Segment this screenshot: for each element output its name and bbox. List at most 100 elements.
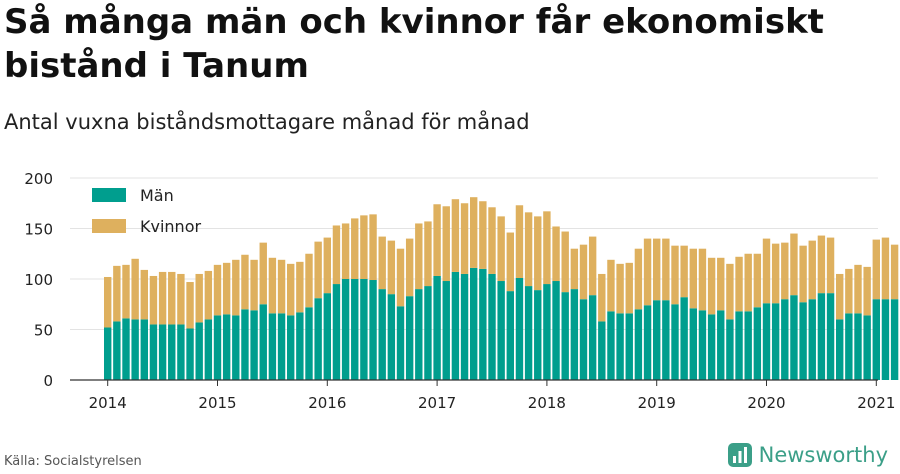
bar-men bbox=[579, 299, 588, 380]
bar-women bbox=[296, 261, 304, 313]
bar-women bbox=[287, 263, 295, 316]
bar-women bbox=[698, 248, 707, 311]
bar-men bbox=[259, 304, 267, 380]
bar-women bbox=[341, 223, 350, 279]
bar-women bbox=[277, 259, 286, 314]
bar-women bbox=[506, 232, 514, 292]
bar-men bbox=[287, 315, 295, 380]
bar-women bbox=[268, 257, 277, 314]
source-note: Källa: Socialstyrelsen bbox=[4, 454, 142, 469]
bar-women bbox=[588, 236, 597, 296]
bar-women bbox=[671, 245, 679, 305]
bar-men bbox=[643, 305, 652, 380]
bar-women bbox=[232, 259, 240, 316]
chart-title: Så många män och kvinnor får ekonomiskt … bbox=[4, 2, 824, 86]
bar-women bbox=[241, 254, 249, 310]
bar-men bbox=[826, 293, 835, 380]
bar-women bbox=[826, 237, 835, 294]
bars bbox=[104, 197, 899, 380]
bar-men bbox=[570, 289, 579, 380]
bar-men bbox=[863, 315, 871, 380]
bar-women bbox=[534, 216, 542, 291]
bar-men bbox=[497, 281, 505, 380]
bar-men bbox=[158, 324, 167, 380]
y-tick-label: 150 bbox=[24, 221, 53, 239]
bar-women bbox=[790, 233, 798, 296]
bar-men bbox=[268, 313, 277, 380]
bar-women bbox=[470, 197, 478, 268]
bar-women bbox=[351, 218, 359, 279]
bar-women bbox=[561, 231, 569, 293]
bar-women bbox=[845, 268, 853, 314]
bar-women bbox=[744, 253, 752, 312]
bar-men bbox=[689, 308, 697, 380]
bar-women bbox=[259, 242, 267, 305]
bar-women bbox=[378, 236, 386, 290]
bar-women bbox=[881, 237, 890, 300]
bar-women bbox=[424, 221, 432, 287]
bar-women bbox=[488, 207, 496, 274]
bar-women bbox=[479, 201, 487, 269]
bar-men bbox=[808, 299, 816, 380]
bar-men bbox=[305, 307, 313, 380]
bar-men bbox=[744, 311, 752, 380]
bar-men bbox=[387, 294, 396, 380]
bar-men bbox=[177, 324, 185, 380]
bar-women bbox=[497, 216, 505, 282]
y-tick-label: 100 bbox=[24, 271, 53, 289]
bar-men bbox=[735, 311, 743, 380]
stacked-bar-chart: 0 50 100 150 200 2014 2015 2016 2017 2018 2019 202… bbox=[24, 170, 899, 412]
bar-men bbox=[616, 313, 624, 380]
y-axis-ticks: 0 50 100 150 200 bbox=[24, 170, 53, 390]
bar-women bbox=[131, 258, 139, 320]
bar-men bbox=[881, 299, 890, 380]
bar-men bbox=[332, 284, 341, 380]
bar-men bbox=[277, 313, 286, 380]
x-tick-label: 2018 bbox=[528, 394, 566, 412]
bar-men bbox=[470, 267, 478, 380]
bar-men bbox=[698, 310, 707, 380]
bar-men bbox=[122, 318, 130, 380]
bar-men bbox=[149, 324, 158, 380]
bar-women bbox=[854, 264, 862, 314]
bar-men bbox=[222, 314, 231, 380]
bar-women bbox=[104, 276, 112, 328]
bar-women bbox=[543, 211, 551, 285]
bar-women bbox=[625, 262, 633, 314]
x-axis-ticks: 2014 2015 2016 2017 2018 2019 2020 2021 bbox=[89, 380, 895, 412]
bar-men bbox=[662, 300, 670, 380]
bar-women bbox=[762, 238, 771, 304]
bar-men bbox=[213, 315, 222, 380]
bar-women bbox=[442, 206, 450, 282]
bar-men bbox=[707, 314, 716, 380]
bar-women bbox=[168, 271, 176, 325]
bar-women bbox=[524, 212, 533, 287]
bar-women bbox=[305, 253, 313, 308]
bar-women bbox=[689, 248, 697, 309]
bar-women bbox=[771, 243, 780, 304]
bar-women bbox=[598, 273, 606, 322]
bar-women bbox=[607, 259, 615, 312]
y-tick-label: 50 bbox=[34, 322, 53, 340]
bar-women bbox=[360, 215, 368, 279]
bar-women bbox=[836, 273, 844, 320]
bar-men bbox=[433, 275, 441, 380]
x-tick-label: 2014 bbox=[89, 394, 127, 412]
bar-women bbox=[753, 253, 762, 308]
bar-men bbox=[479, 268, 487, 380]
bar-men bbox=[552, 281, 560, 380]
legend-label: Män bbox=[140, 186, 174, 205]
bar-women bbox=[643, 238, 652, 306]
bar-men bbox=[506, 291, 514, 380]
bar-women bbox=[149, 275, 158, 325]
bar-women bbox=[122, 264, 130, 319]
bar-men bbox=[351, 279, 359, 380]
chart-subtitle: Antal vuxna biståndsmottagare månad för … bbox=[4, 110, 530, 134]
y-tick-label: 0 bbox=[43, 372, 53, 390]
bar-women bbox=[222, 262, 231, 315]
brand-name: Newsworthy bbox=[758, 443, 888, 467]
bar-men bbox=[817, 293, 826, 380]
x-tick-label: 2020 bbox=[747, 394, 785, 412]
bar-men bbox=[890, 299, 899, 380]
bar-women bbox=[451, 199, 460, 272]
